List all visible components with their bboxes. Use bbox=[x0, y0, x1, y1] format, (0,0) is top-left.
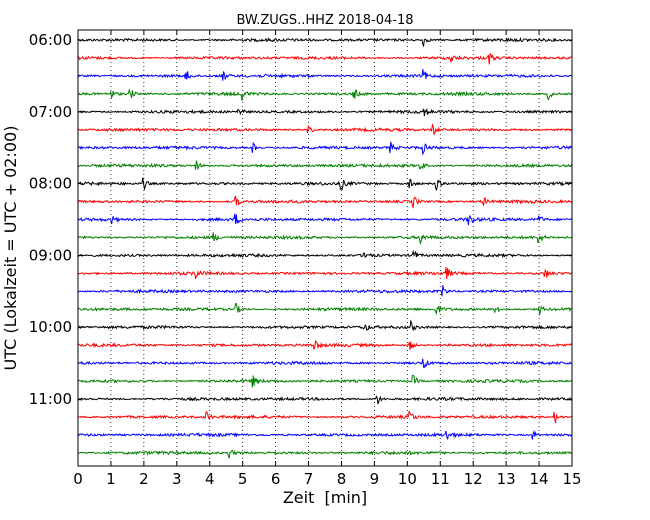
x-axis-ticks: 0 1 2 3 4 5 6 7 8 9 10 11 12 13 14 15 bbox=[73, 30, 582, 488]
trace-0900 bbox=[77, 249, 572, 259]
trace-1115 bbox=[77, 410, 572, 423]
x-tick-label: 11 bbox=[431, 470, 450, 488]
x-tick-label: 4 bbox=[205, 470, 215, 488]
trace-0715 bbox=[77, 123, 573, 136]
trace-0615 bbox=[77, 52, 572, 65]
y-axis-ticks: 06:00 07:00 08:00 09:00 10:00 11:00 bbox=[29, 31, 572, 408]
y-tick-label: 09:00 bbox=[29, 246, 72, 264]
trace-0630 bbox=[77, 69, 572, 81]
x-tick-label: 3 bbox=[172, 470, 182, 488]
x-tick-label: 10 bbox=[398, 470, 417, 488]
x-tick-label: 9 bbox=[370, 470, 380, 488]
plot-frame bbox=[77, 29, 573, 467]
trace-1015 bbox=[77, 339, 572, 351]
x-tick-label: 6 bbox=[271, 470, 281, 488]
trace-1130 bbox=[77, 429, 573, 440]
chart-title: BW.ZUGS..HHZ 2018-04-18 bbox=[236, 13, 413, 28]
y-tick-label: 07:00 bbox=[29, 103, 72, 121]
trace-0815 bbox=[77, 195, 572, 209]
x-tick-label: 0 bbox=[73, 470, 83, 488]
y-tick-label: 11:00 bbox=[29, 390, 72, 408]
x-tick-label: 2 bbox=[139, 470, 149, 488]
x-tick-label: 8 bbox=[337, 470, 347, 488]
x-tick-label: 15 bbox=[562, 470, 581, 488]
x-tick-label: 1 bbox=[106, 470, 116, 488]
trace-0745 bbox=[77, 160, 573, 170]
trace-0800 bbox=[77, 177, 572, 192]
trace-0645 bbox=[77, 88, 573, 101]
trace-1030 bbox=[77, 358, 572, 368]
y-tick-label: 08:00 bbox=[29, 175, 72, 193]
vertical-grid bbox=[110, 30, 540, 466]
x-tick-label: 5 bbox=[238, 470, 248, 488]
trace-1100 bbox=[77, 395, 572, 405]
trace-0600 bbox=[77, 36, 572, 48]
trace-1000 bbox=[77, 319, 572, 332]
seismic-traces bbox=[77, 36, 573, 459]
y-tick-label: 10:00 bbox=[29, 318, 72, 336]
x-axis-label: Zeit [min] bbox=[283, 488, 367, 507]
trace-0915 bbox=[77, 267, 572, 280]
trace-1145 bbox=[77, 449, 572, 459]
x-tick-label: 12 bbox=[464, 470, 483, 488]
x-tick-label: 7 bbox=[304, 470, 314, 488]
trace-0730 bbox=[77, 141, 573, 156]
trace-0700 bbox=[77, 107, 573, 117]
y-tick-label: 06:00 bbox=[29, 31, 72, 49]
x-tick-label: 13 bbox=[497, 470, 516, 488]
trace-0845 bbox=[77, 232, 572, 246]
trace-0830 bbox=[77, 213, 572, 226]
trace-1045 bbox=[77, 374, 572, 388]
x-tick-label: 14 bbox=[530, 470, 549, 488]
trace-0930 bbox=[77, 285, 572, 297]
y-axis-label: UTC (Lokalzeit = UTC + 02:00) bbox=[1, 126, 20, 371]
trace-0945 bbox=[77, 302, 572, 316]
